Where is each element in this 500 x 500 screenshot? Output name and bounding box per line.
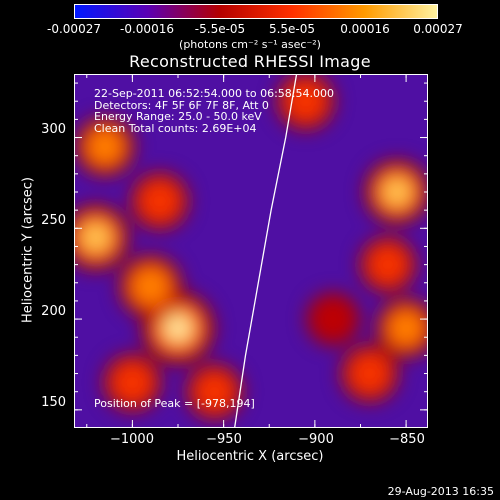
plot-frame bbox=[74, 74, 428, 428]
y-tick-label: 250 bbox=[41, 213, 66, 228]
hot-spot bbox=[111, 361, 154, 404]
hot-spot bbox=[138, 180, 181, 223]
hot-spot bbox=[348, 352, 391, 395]
x-tick-label: −950 bbox=[206, 432, 242, 447]
hot-spot bbox=[383, 178, 411, 206]
y-axis-label: Heliocentric Y (arcsec) bbox=[20, 177, 36, 323]
colorbar bbox=[74, 4, 438, 19]
annotation-time-range: 22-Sep-2011 06:52:54.000 to 06:58:54.000 bbox=[94, 87, 334, 100]
hot-spot bbox=[309, 295, 357, 343]
y-tick-label: 200 bbox=[41, 304, 66, 319]
colorbar-tick-label: 0.00027 bbox=[413, 22, 463, 36]
y-tick-label: 150 bbox=[41, 395, 66, 410]
colorbar-tick-label: 5.5e-05 bbox=[268, 22, 316, 36]
colorbar-tick-label: -0.00016 bbox=[120, 22, 174, 36]
x-tick-label: −1000 bbox=[110, 432, 154, 447]
annotation-clean-counts: Clean Total counts: 2.69E+04 bbox=[94, 121, 257, 135]
annotation-detectors: Detectors: 4F 5F 6F 7F 8F, Att 0 bbox=[94, 98, 269, 112]
footer-timestamp: 29-Aug-2013 16:35 bbox=[387, 485, 494, 498]
colorbar-units: (photons cm⁻² s⁻¹ asec⁻²) bbox=[179, 38, 321, 51]
y-tick-label: 300 bbox=[41, 122, 66, 137]
hot-spot bbox=[284, 80, 327, 123]
x-tick-label: −900 bbox=[298, 432, 334, 447]
chart-title: Reconstructed RHESSI Image bbox=[129, 52, 371, 71]
hot-spot bbox=[194, 371, 235, 413]
hot-spot bbox=[81, 223, 110, 252]
colorbar-tick-label: 0.00016 bbox=[340, 22, 390, 36]
hot-spot bbox=[87, 129, 123, 164]
hot-spot bbox=[168, 318, 188, 339]
colorbar-gradient bbox=[75, 5, 437, 18]
x-tick-label: −850 bbox=[389, 432, 425, 447]
solar-limb-curve bbox=[233, 74, 298, 428]
hot-spot bbox=[389, 311, 424, 346]
hot-spot bbox=[132, 268, 169, 305]
colorbar-tick-label: -5.5e-05 bbox=[194, 22, 246, 36]
annotation-peak-position: Position of Peak = [-978,194] bbox=[94, 397, 255, 410]
colorbar-tick-label: -0.00027 bbox=[47, 22, 101, 36]
rhessi-image-plot bbox=[74, 74, 428, 428]
annotation-energy-range: Energy Range: 25.0 - 50.0 keV bbox=[94, 110, 262, 123]
hot-spot bbox=[367, 244, 409, 286]
x-axis-label: Heliocentric X (arcsec) bbox=[176, 449, 324, 464]
